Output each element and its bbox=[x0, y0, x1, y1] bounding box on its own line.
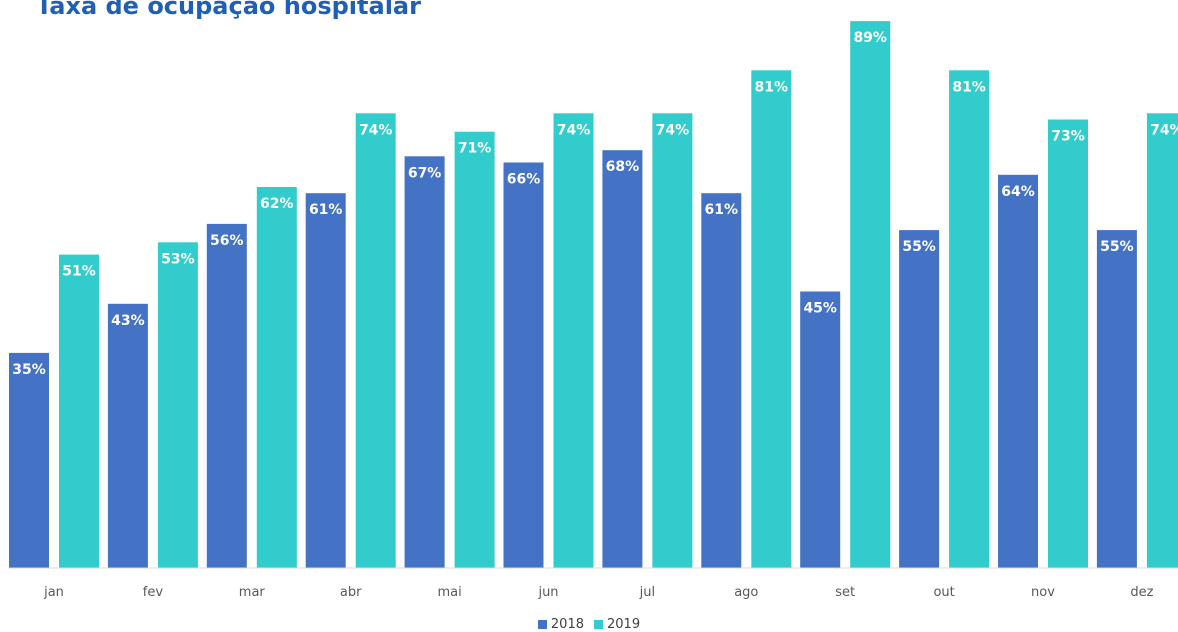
bar-2019-jul[interactable] bbox=[652, 113, 693, 569]
bar-2018-ago[interactable] bbox=[701, 193, 742, 568]
bar-2019-mar[interactable] bbox=[256, 187, 297, 568]
bar-2018-dez[interactable] bbox=[1096, 230, 1137, 568]
legend-item-2019[interactable]: 2019 bbox=[594, 617, 640, 632]
bar-2019-jun[interactable] bbox=[553, 113, 594, 569]
legend-item-2018[interactable]: 2018 bbox=[537, 617, 584, 632]
data-label-2018-mai: 67% bbox=[408, 165, 442, 181]
data-labels-group: 35% 51% 43% 53% 56% 62% 61% 74% 67% 71% 66% 74% 68% 7… bbox=[12, 30, 1178, 378]
bar-2018-jul[interactable] bbox=[602, 150, 643, 568]
x-tick-labels-group: jan fev mar abr mai jun jul ago set out nov dez bbox=[43, 585, 1154, 600]
bar-2018-jun[interactable] bbox=[503, 162, 544, 569]
x-tick-label-set: set bbox=[835, 585, 855, 600]
data-label-2019-ago: 81% bbox=[755, 79, 789, 95]
data-label-2019-jun: 74% bbox=[557, 122, 591, 138]
bar-2019-mai[interactable] bbox=[454, 131, 495, 568]
bar-2018-out[interactable] bbox=[899, 230, 940, 568]
bar-2018-mar[interactable] bbox=[206, 223, 247, 568]
data-label-2019-dez: 74% bbox=[1150, 122, 1178, 138]
data-label-2018-fev: 43% bbox=[111, 313, 145, 329]
bar-2019-jan[interactable] bbox=[59, 254, 99, 568]
bar-2018-mai[interactable] bbox=[404, 156, 445, 569]
bar-2018-abr[interactable] bbox=[305, 193, 346, 568]
legend-label-2019: 2019 bbox=[607, 617, 641, 632]
x-tick-label-jan: jan bbox=[43, 585, 64, 600]
x-tick-label-abr: abr bbox=[340, 585, 362, 600]
bar-2019-dez[interactable] bbox=[1146, 113, 1178, 569]
data-label-2019-fev: 53% bbox=[161, 251, 195, 267]
legend-swatch-2018 bbox=[537, 620, 547, 629]
data-label-2019-set: 89% bbox=[853, 30, 887, 46]
data-label-2019-mar: 62% bbox=[260, 196, 294, 212]
x-tick-label-nov: nov bbox=[1031, 585, 1055, 600]
data-label-2019-out: 81% bbox=[952, 79, 986, 95]
data-label-2018-nov: 64% bbox=[1001, 184, 1035, 200]
data-label-2019-abr: 74% bbox=[359, 122, 393, 138]
legend-label-2018: 2018 bbox=[550, 617, 584, 632]
chart-title: Taxa de ocupação hospitalar bbox=[36, 0, 421, 20]
x-tick-label-mai: mai bbox=[437, 585, 461, 600]
data-label-2019-mai: 71% bbox=[458, 141, 492, 157]
data-label-2018-abr: 61% bbox=[309, 202, 343, 218]
data-label-2019-jan: 51% bbox=[62, 264, 96, 280]
data-label-2018-ago: 61% bbox=[705, 202, 739, 218]
x-tick-label-jul: jul bbox=[639, 585, 655, 600]
bar-2019-nov[interactable] bbox=[1048, 119, 1088, 569]
data-label-2018-jun: 66% bbox=[507, 172, 541, 188]
bars-group bbox=[9, 21, 1178, 569]
bar-2018-jan[interactable] bbox=[9, 352, 49, 568]
bar-2018-nov[interactable] bbox=[998, 174, 1038, 569]
bar-2018-set[interactable] bbox=[800, 291, 841, 569]
x-tick-label-mar: mar bbox=[239, 585, 266, 600]
data-label-2019-nov: 73% bbox=[1051, 129, 1085, 145]
x-tick-label-out: out bbox=[933, 585, 954, 600]
x-tick-label-dez: dez bbox=[1130, 585, 1153, 600]
legend: 2018 2019 bbox=[0, 617, 1178, 632]
x-tick-label-fev: fev bbox=[143, 585, 164, 600]
data-label-2019-jul: 74% bbox=[656, 122, 690, 138]
legend-swatch-2019 bbox=[594, 620, 603, 629]
data-label-2018-mar: 56% bbox=[210, 233, 244, 249]
bar-2019-out[interactable] bbox=[949, 70, 990, 569]
x-tick-label-ago: ago bbox=[734, 585, 758, 600]
bar-2018-fev[interactable] bbox=[107, 303, 148, 568]
bar-2019-abr[interactable] bbox=[355, 113, 396, 569]
data-label-2018-out: 55% bbox=[902, 239, 936, 255]
data-label-2018-jan: 35% bbox=[12, 362, 46, 378]
bar-2019-set[interactable] bbox=[850, 21, 891, 569]
bar-2019-fev[interactable] bbox=[157, 242, 198, 569]
bar-2019-ago[interactable] bbox=[751, 70, 792, 569]
data-label-2018-jul: 68% bbox=[606, 159, 640, 175]
x-tick-label-jun: jun bbox=[537, 585, 558, 600]
data-label-2018-set: 45% bbox=[803, 301, 837, 317]
data-label-2018-dez: 55% bbox=[1100, 239, 1134, 255]
